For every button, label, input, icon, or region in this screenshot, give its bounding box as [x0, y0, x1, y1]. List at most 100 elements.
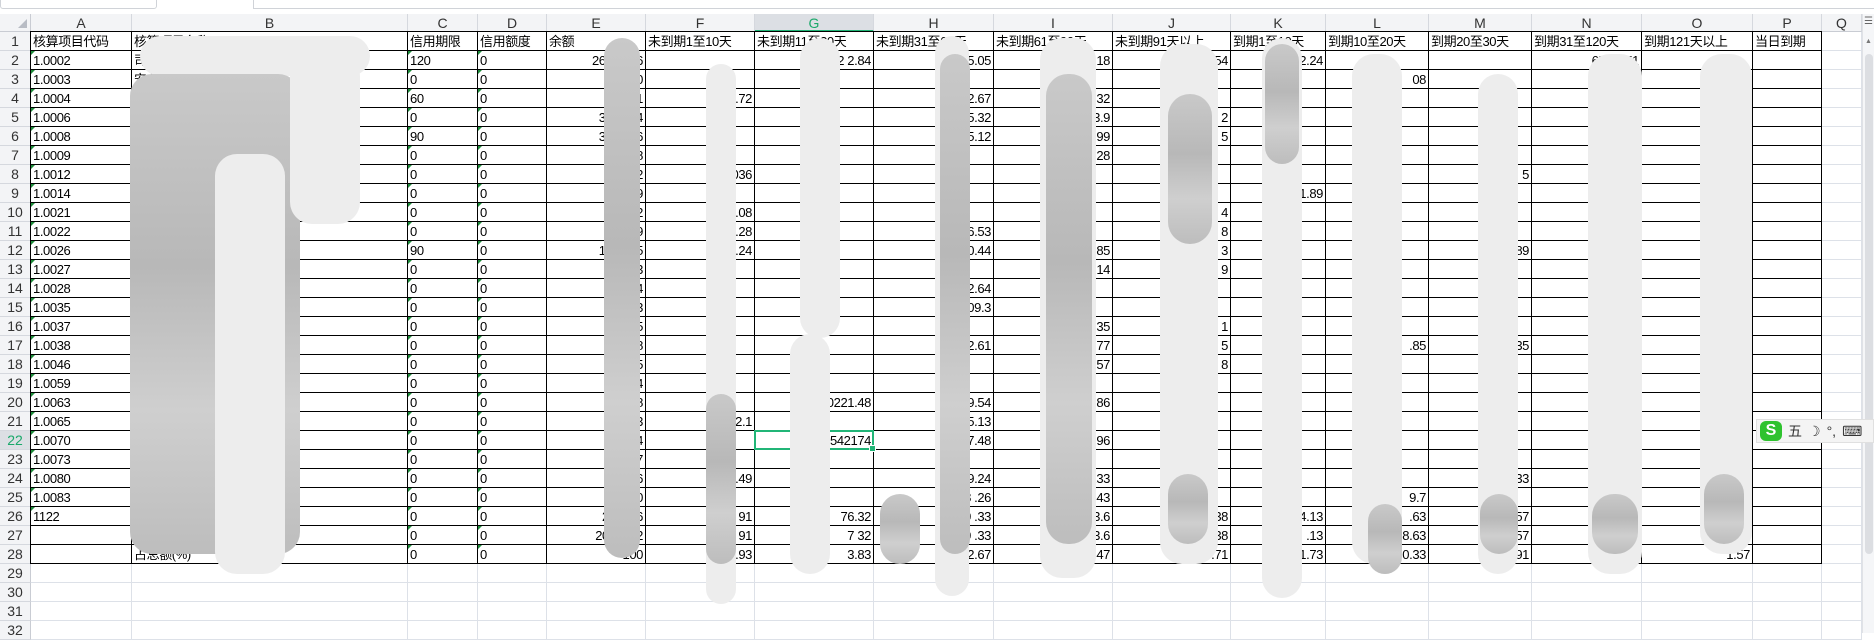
cell[interactable]: 3.83: [755, 545, 874, 564]
cell[interactable]: 2 9.24: [874, 469, 994, 488]
cell[interactable]: 0: [478, 488, 547, 507]
cell[interactable]: 1.0026: [31, 241, 132, 260]
cell[interactable]: 0: [478, 317, 547, 336]
cell[interactable]: [1532, 431, 1642, 450]
cell[interactable]: [646, 602, 755, 621]
cell[interactable]: [1326, 583, 1429, 602]
cell[interactable]: 2.43: [994, 488, 1113, 507]
cell[interactable]: [1326, 412, 1429, 431]
cell[interactable]: 3.9: [994, 108, 1113, 127]
cell[interactable]: 3 7.69: [1642, 507, 1753, 526]
cell[interactable]: [1532, 621, 1642, 640]
cell[interactable]: [646, 488, 755, 507]
cell[interactable]: [1822, 184, 1862, 203]
cell[interactable]: [1429, 621, 1532, 640]
cell[interactable]: [994, 450, 1113, 469]
cell[interactable]: [1429, 298, 1532, 317]
name-box[interactable]: [0, 0, 157, 9]
cell[interactable]: [1231, 146, 1326, 165]
cell[interactable]: [1753, 526, 1822, 545]
cell[interactable]: [646, 431, 755, 450]
cell[interactable]: [1429, 564, 1532, 583]
cell[interactable]: 7 63.6: [994, 526, 1113, 545]
cell[interactable]: 28: [994, 146, 1113, 165]
cell[interactable]: 1.0014: [31, 184, 132, 203]
cell[interactable]: 3: [547, 298, 646, 317]
cell[interactable]: [1753, 469, 1822, 488]
row-header[interactable]: 9: [0, 184, 31, 203]
cell[interactable]: 司: [132, 393, 408, 412]
cell[interactable]: 限公司: [132, 336, 408, 355]
spreadsheet-grid[interactable]: A B C D E F G H I J K L M N O P Q 1 核算项目代码 核算项目名称 信用期限 信用额度 余额…: [0, 14, 1862, 640]
cell[interactable]: [132, 621, 408, 640]
cell[interactable]: 0: [478, 374, 547, 393]
cell[interactable]: [478, 564, 547, 583]
cell[interactable]: [1532, 279, 1642, 298]
cell[interactable]: [1532, 412, 1642, 431]
cell[interactable]: 0: [408, 70, 478, 89]
cell[interactable]: [1822, 469, 1862, 488]
cell[interactable]: [478, 602, 547, 621]
cell[interactable]: 司: [132, 222, 408, 241]
cell[interactable]: 2402 1: [547, 89, 646, 108]
cell[interactable]: 0: [408, 222, 478, 241]
row-header[interactable]: 6: [0, 127, 31, 146]
cell[interactable]: [1532, 203, 1642, 222]
cell[interactable]: [1113, 279, 1231, 298]
row-header[interactable]: 28: [0, 545, 31, 564]
cell[interactable]: [1642, 317, 1753, 336]
cell[interactable]: [1231, 260, 1326, 279]
cell[interactable]: 2 7.38: [1113, 507, 1231, 526]
cell[interactable]: 1.0006: [31, 108, 132, 127]
cell[interactable]: [755, 222, 874, 241]
cell[interactable]: [1113, 165, 1231, 184]
cell[interactable]: [1753, 545, 1822, 564]
cell[interactable]: 2049962: [547, 526, 646, 545]
row-header[interactable]: 30: [0, 583, 31, 602]
cell[interactable]: 196 73: [547, 260, 646, 279]
cell[interactable]: 亭 公司: [132, 488, 408, 507]
cell[interactable]: 3: [1113, 241, 1231, 260]
cell[interactable]: [132, 317, 408, 336]
cell[interactable]: [1642, 431, 1753, 450]
cell[interactable]: 7610 6: [547, 469, 646, 488]
cell[interactable]: [646, 146, 755, 165]
cell[interactable]: [1326, 602, 1429, 621]
cell[interactable]: [1753, 583, 1822, 602]
cell[interactable]: [1326, 317, 1429, 336]
cell[interactable]: [1429, 70, 1532, 89]
cell[interactable]: [31, 621, 132, 640]
cell[interactable]: [1753, 507, 1822, 526]
cell[interactable]: [1326, 222, 1429, 241]
cell[interactable]: [1326, 260, 1429, 279]
cell[interactable]: 车制 求有限公司: [132, 412, 408, 431]
row-header[interactable]: 15: [0, 298, 31, 317]
cell[interactable]: [1822, 393, 1862, 412]
cell[interactable]: .85: [994, 241, 1113, 260]
cell[interactable]: [547, 602, 646, 621]
cell[interactable]: [1429, 583, 1532, 602]
cell[interactable]: [755, 488, 874, 507]
cell[interactable]: 1.0059: [31, 374, 132, 393]
cell[interactable]: 80 91: [646, 507, 755, 526]
row-header[interactable]: 16: [0, 317, 31, 336]
cell[interactable]: [1532, 241, 1642, 260]
cell[interactable]: 536.53: [874, 222, 994, 241]
cell[interactable]: 1.0063: [31, 393, 132, 412]
cell[interactable]: [1113, 298, 1231, 317]
punctuation-toggle[interactable]: °,: [1826, 423, 1837, 439]
cell[interactable]: [478, 583, 547, 602]
column-header-n[interactable]: N: [1532, 14, 1642, 32]
row-header[interactable]: 3: [0, 70, 31, 89]
cell[interactable]: [874, 260, 994, 279]
cell[interactable]: 0: [408, 431, 478, 450]
cell[interactable]: 1.0083: [31, 488, 132, 507]
cell[interactable]: [1326, 203, 1429, 222]
cell[interactable]: [1113, 583, 1231, 602]
cell[interactable]: 14 .72: [646, 89, 755, 108]
cell[interactable]: [755, 89, 874, 108]
column-header-d[interactable]: D: [478, 14, 547, 32]
cell[interactable]: [994, 621, 1113, 640]
cell[interactable]: [1753, 621, 1822, 640]
cell[interactable]: 23 3: [547, 412, 646, 431]
